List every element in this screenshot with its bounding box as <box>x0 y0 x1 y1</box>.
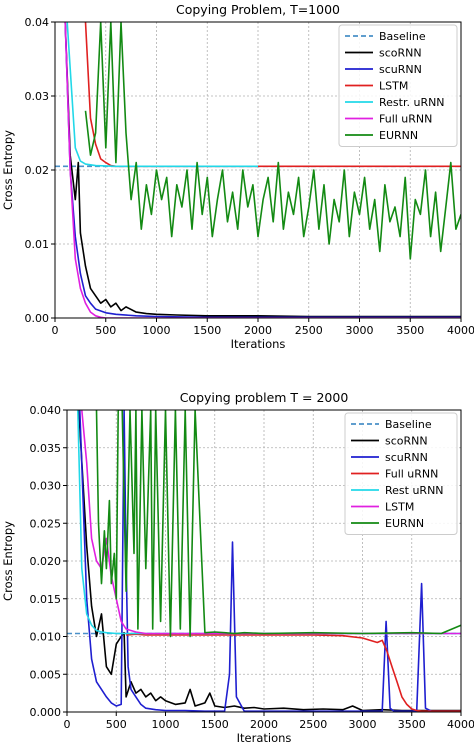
x-axis-label: Iterations <box>231 337 286 351</box>
chart-title: Copying problem T = 2000 <box>180 390 349 405</box>
legend-box <box>338 24 458 147</box>
legend-label-baseline: Baseline <box>379 30 426 43</box>
legend-label-scornn: scoRNN <box>379 47 422 60</box>
x-tick-label: 4000 <box>447 324 474 337</box>
x-tick-label: 0 <box>64 718 71 731</box>
legend-label-baseline: Baseline <box>385 418 432 431</box>
chart-copying-t1000: 0 500 1000 1500 2000 2500 3000 3500 4000 0.00 0.01… <box>1 2 474 351</box>
legend-label-full-urnn: Full uRNN <box>379 113 432 126</box>
x-tick-label: 3500 <box>396 324 424 337</box>
x-tick-label: 0 <box>52 324 59 337</box>
chart-title: Copying Problem, T=1000 <box>176 2 340 17</box>
y-tick-label: 0.005 <box>30 668 62 681</box>
x-tick-label: 1000 <box>152 718 180 731</box>
y-tick-label: 0.02 <box>25 164 50 177</box>
y-tick-label: 0.040 <box>30 404 62 417</box>
legend-label-lstm: LSTM <box>385 501 414 514</box>
y-tick-label: 0.03 <box>25 90 50 103</box>
legend-label-scurnn: scuRNN <box>385 451 428 464</box>
x-tick-label: 3000 <box>346 324 374 337</box>
legend-label-lstm: LSTM <box>379 80 408 93</box>
x-tick-label: 3000 <box>349 718 377 731</box>
series-line-scornn <box>64 22 461 318</box>
legend-label-eurnn: EURNN <box>385 517 424 530</box>
y-tick-label: 0.030 <box>30 480 62 493</box>
series-line-scurnn <box>79 410 461 712</box>
series-line-eurnn <box>95 410 461 638</box>
y-tick-label: 0.010 <box>30 631 62 644</box>
legend-label-restr-urnn: Restr. uRNN <box>379 96 445 109</box>
y-tick-label: 0.000 <box>30 706 62 719</box>
series-line-full-urnn <box>64 22 461 318</box>
y-tick-label: 0.035 <box>30 442 62 455</box>
series-line-eurnn <box>84 22 461 260</box>
x-tick-label: 2000 <box>250 718 278 731</box>
legend-label-full-urnn: Full uRNN <box>385 468 438 481</box>
x-tick-label: 2500 <box>299 718 327 731</box>
x-tick-label: 1000 <box>143 324 171 337</box>
y-tick-label: 0.01 <box>25 238 50 251</box>
y-tick-label: 0.015 <box>30 593 62 606</box>
series-line-scornn <box>78 410 461 712</box>
y-axis-label: Cross Entropy <box>1 521 15 601</box>
x-tick-label: 2000 <box>244 324 272 337</box>
y-tick-label: 0.00 <box>25 312 50 325</box>
legend: Baseline scoRNN scuRNN Full uRNN Rest uRNN LS… <box>344 412 458 535</box>
x-tick-label: 4000 <box>447 718 474 731</box>
x-tick-label: 500 <box>95 324 116 337</box>
x-tick-label: 2500 <box>295 324 323 337</box>
y-tick-label: 0.025 <box>30 517 62 530</box>
x-tick-label: 1500 <box>193 324 221 337</box>
legend-box <box>344 412 458 535</box>
legend-label-rest-urnn: Rest uRNN <box>385 484 444 497</box>
legend-label-scornn: scoRNN <box>385 435 428 448</box>
legend-label-eurnn: EURNN <box>379 129 418 142</box>
chart-copying-t2000: 0 500 1000 1500 2000 2500 3000 3500 4000 0.000 0.0… <box>1 390 474 745</box>
y-tick-label: 0.04 <box>25 16 50 29</box>
legend-label-scurnn: scuRNN <box>379 63 422 76</box>
legend: Baseline scoRNN scuRNN LSTM Restr. uRNN Full … <box>338 24 458 147</box>
plot-lines <box>55 22 461 318</box>
x-tick-label: 3500 <box>398 718 426 731</box>
x-axis-label: Iterations <box>237 731 292 745</box>
x-tick-label: 1500 <box>201 718 229 731</box>
plot-lines <box>67 410 461 712</box>
series-line-restr-urnn <box>66 22 258 168</box>
series-line-full-urnn <box>126 633 461 712</box>
y-axis-label: Cross Entropy <box>1 130 15 210</box>
x-tick-label: 500 <box>106 718 127 731</box>
y-tick-label: 0.020 <box>30 555 62 568</box>
series-line-lstm <box>81 410 461 635</box>
